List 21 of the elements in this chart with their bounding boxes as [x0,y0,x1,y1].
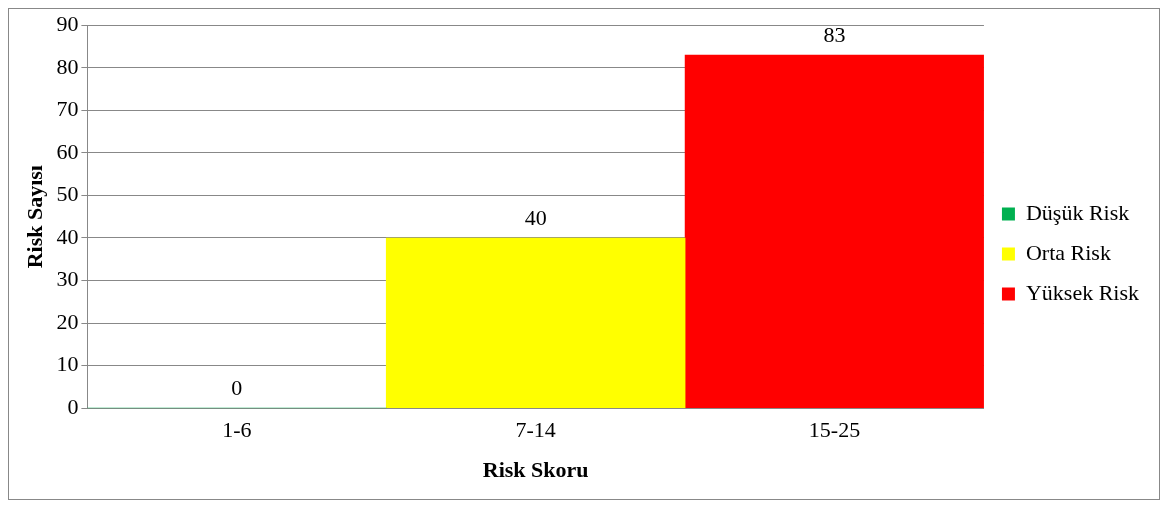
y-tick-label: 60 [56,138,79,164]
y-tick-label: 0 [67,393,79,419]
legend-label: Orta Risk [1025,239,1111,265]
legend-label: Düşük Risk [1025,199,1130,225]
x-tick-label: 1-6 [222,417,252,443]
x-tick-label: 7-14 [515,417,556,443]
x-tick-label: 15-25 [808,417,861,443]
y-tick-label: 90 [56,10,79,36]
y-tick-label: 10 [56,351,79,377]
x-axis-title: Risk Skoru [482,457,589,483]
y-tick-label: 40 [56,223,79,249]
y-tick-label: 70 [56,96,79,122]
y-tick-label: 50 [56,181,79,207]
legend-label: Yüksek Risk [1025,279,1139,305]
data-label: 40 [524,204,547,230]
y-axis-title: Risk Sayısı [21,165,47,269]
y-tick-label: 20 [56,308,79,334]
y-tick-label: 30 [56,266,79,292]
y-tick-label: 80 [56,53,79,79]
data-label: 0 [231,374,243,400]
data-label: 83 [823,21,846,47]
